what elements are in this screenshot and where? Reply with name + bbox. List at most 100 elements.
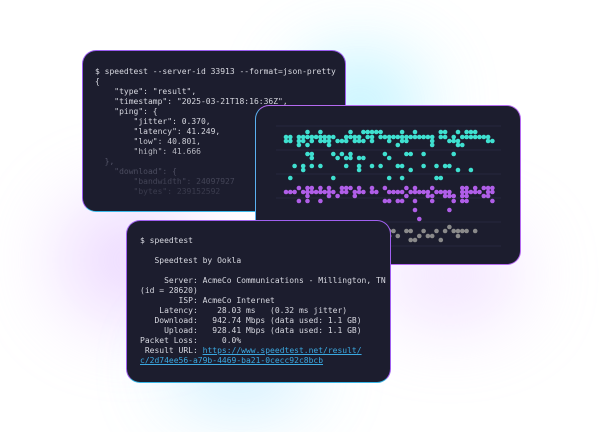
dot	[378, 129, 383, 135]
dot	[309, 155, 315, 161]
dot	[434, 175, 439, 181]
dot	[404, 185, 409, 191]
dot	[421, 228, 426, 234]
output-line: Packet Loss: 0.0%	[140, 336, 242, 345]
dot	[288, 138, 293, 144]
dot	[305, 198, 310, 204]
dot	[300, 167, 306, 173]
dot	[288, 189, 293, 195]
speedtest-command: $ speedtest	[140, 236, 193, 245]
dot	[425, 193, 431, 199]
dot	[395, 142, 401, 148]
dot	[296, 138, 302, 144]
dot	[399, 129, 405, 135]
dot	[386, 155, 392, 161]
dot	[417, 216, 422, 222]
dot	[464, 134, 469, 140]
dot	[391, 189, 396, 195]
dot	[412, 185, 418, 191]
dot	[318, 185, 323, 191]
result-url-link[interactable]: https://www.speedtest.net/result/	[202, 346, 362, 355]
dot	[421, 163, 426, 169]
dot	[404, 134, 409, 140]
dot	[382, 134, 388, 140]
dot	[429, 138, 435, 144]
dot	[382, 185, 388, 191]
dot	[451, 134, 456, 140]
dot	[326, 185, 332, 191]
dot	[464, 189, 469, 195]
dot	[395, 189, 401, 195]
dot	[343, 155, 349, 161]
dot	[348, 129, 353, 135]
dot	[296, 134, 302, 140]
dot	[343, 189, 349, 195]
dot	[361, 138, 366, 144]
output-line: Upload: 928.41 Mbps (data used: 1.1 GB)	[140, 326, 362, 335]
dot	[455, 129, 461, 135]
dot	[399, 134, 405, 140]
dot	[356, 155, 362, 161]
dot	[318, 138, 323, 144]
dot	[326, 193, 332, 199]
dot	[472, 189, 478, 195]
dot	[386, 189, 392, 195]
output-line: Download: 942.74 Mbps (data used: 1.1 GB…	[140, 316, 362, 325]
dot	[318, 189, 323, 195]
dot	[412, 207, 418, 213]
dot	[352, 134, 358, 140]
dot	[348, 155, 353, 161]
dot	[283, 189, 289, 195]
dot	[460, 228, 465, 234]
dot	[434, 189, 439, 195]
dot	[356, 167, 362, 173]
dot	[404, 228, 409, 234]
dot	[451, 151, 456, 157]
dot	[339, 138, 345, 144]
dot	[447, 189, 452, 195]
dot	[356, 163, 362, 169]
dot	[322, 138, 327, 144]
dot	[399, 189, 405, 195]
dot	[425, 233, 431, 239]
dot	[417, 134, 422, 140]
dot	[481, 134, 487, 140]
result-url-link-cont[interactable]: c/2d74ee56-a79b-4469-ba21-0cecc92c8bcb	[140, 356, 324, 365]
dot	[408, 228, 413, 234]
dot	[331, 175, 336, 181]
dot	[399, 163, 405, 169]
json-line: "timestamp": "2025-03-21T18:16:36Z",	[95, 97, 288, 106]
dot	[352, 189, 358, 195]
dot	[318, 198, 323, 204]
dot	[300, 163, 306, 169]
dot	[464, 185, 469, 191]
dot	[412, 237, 418, 243]
speedtest-title: Speedtest by Ookla	[140, 256, 242, 265]
dot	[313, 134, 319, 140]
dot	[404, 193, 409, 199]
dot	[421, 134, 426, 140]
dot	[442, 134, 448, 140]
dot	[399, 198, 405, 204]
dot	[442, 193, 448, 199]
dot	[309, 138, 315, 144]
dot	[490, 198, 495, 204]
dot	[300, 138, 306, 144]
dot	[296, 198, 302, 204]
dot	[339, 189, 345, 195]
dot	[305, 189, 310, 195]
dot	[326, 138, 332, 144]
dot	[472, 129, 478, 135]
dot	[292, 163, 297, 169]
dot	[447, 193, 452, 199]
dot	[442, 228, 448, 234]
dot	[468, 189, 474, 195]
dot	[412, 134, 418, 140]
dot	[356, 134, 362, 140]
dot	[429, 134, 435, 140]
dot	[386, 198, 392, 204]
dot	[305, 185, 310, 191]
dot	[343, 134, 349, 140]
dot	[417, 189, 422, 195]
dot	[374, 189, 379, 195]
